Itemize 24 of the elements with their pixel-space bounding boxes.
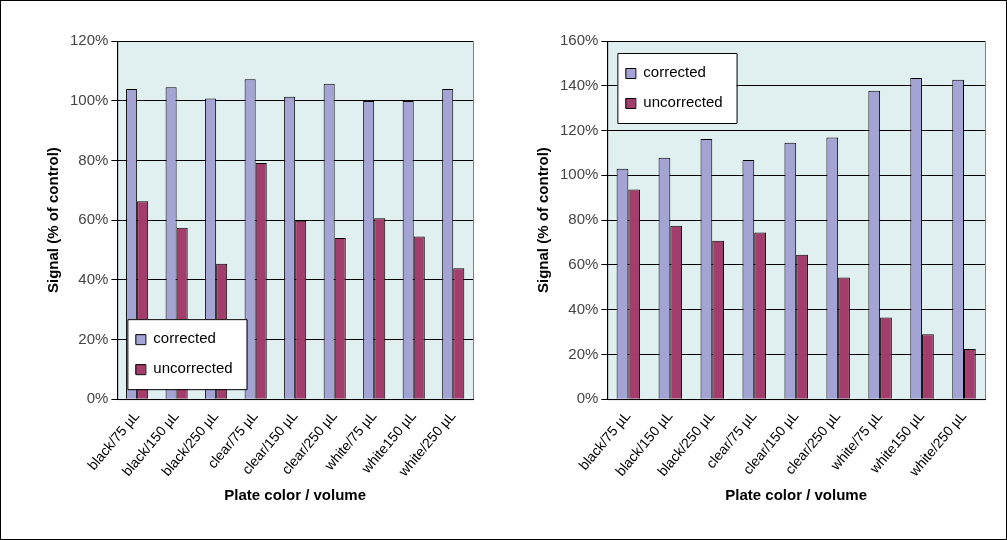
y-tick-label: 160% xyxy=(559,31,599,49)
legend-label: corrected xyxy=(643,63,706,81)
legend-label: corrected xyxy=(153,329,216,347)
y-tick-label: 100% xyxy=(69,90,109,108)
y-tick-label: 20% xyxy=(78,329,109,347)
y-tick-label: 60% xyxy=(568,255,599,272)
y-tick-label: 140% xyxy=(559,75,599,93)
y-axis-title: Signal (% of control) xyxy=(44,147,62,293)
y-tick-label: 0% xyxy=(576,389,599,407)
y-tick-label: 40% xyxy=(78,269,109,287)
legend-label: uncorrected xyxy=(153,359,233,377)
x-axis-title: Plate color / volume xyxy=(725,486,868,504)
y-tick-label: 0% xyxy=(86,389,109,407)
y-tick-label: 60% xyxy=(78,210,109,228)
y-axis-title: Signal (% of control) xyxy=(534,147,552,293)
y-tick-label: 120% xyxy=(69,31,109,49)
y-tick-label: 100% xyxy=(559,165,599,183)
legend-label: uncorrected xyxy=(643,93,723,111)
y-tick-label: 20% xyxy=(568,344,599,362)
y-tick-label: 80% xyxy=(78,150,109,168)
y-tick-label: 120% xyxy=(559,120,599,138)
x-axis-title: Plate color / volume xyxy=(224,486,367,504)
y-tick-label: 40% xyxy=(568,299,599,317)
y-tick-label: 80% xyxy=(568,210,599,228)
